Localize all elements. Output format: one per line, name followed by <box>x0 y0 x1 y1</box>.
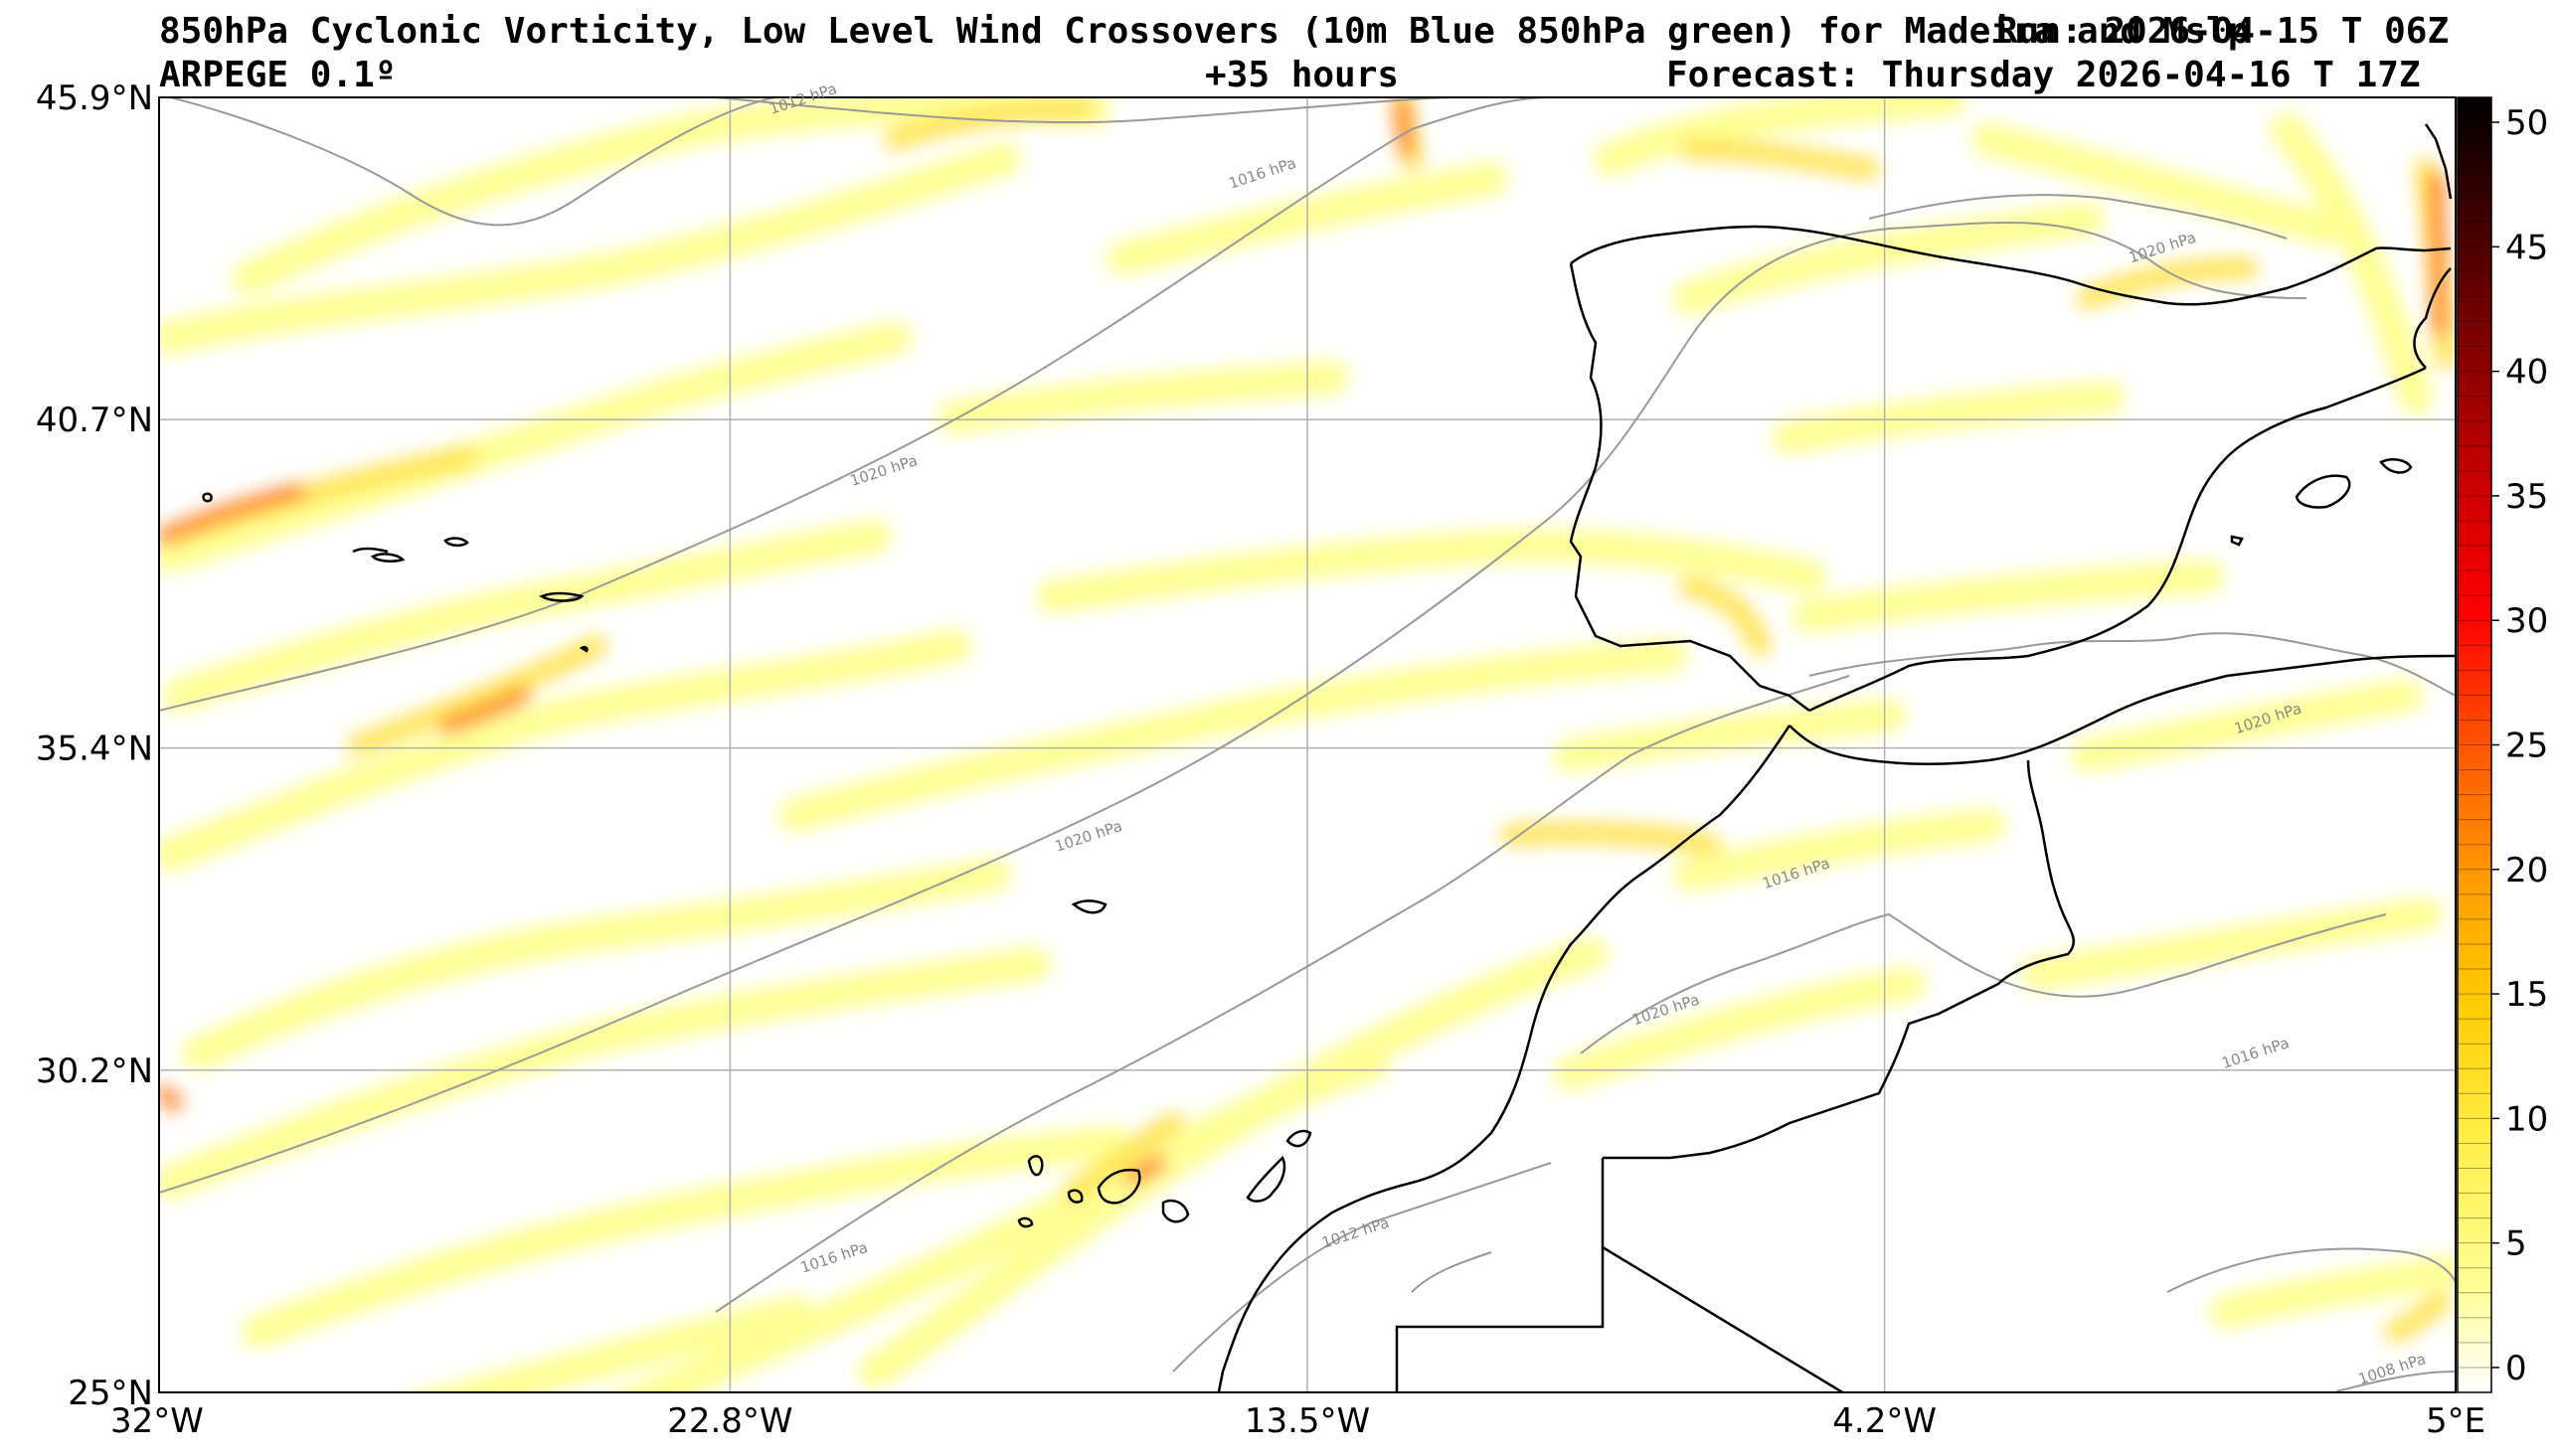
colorbar-tick-label: 30 <box>2505 601 2548 641</box>
colorbar-tick-label: 45 <box>2505 228 2548 267</box>
run-time: Run: 2026-04-15 T 06Z <box>1996 11 2450 52</box>
colorbar-tick-label: 5 <box>2505 1224 2527 1264</box>
colorbar-tick-label: 50 <box>2505 103 2548 143</box>
lat-tick-label: 30.2°N <box>36 1052 153 1091</box>
colorbar-tick-label: 0 <box>2505 1349 2527 1388</box>
colorbar-tick-label: 10 <box>2505 1099 2548 1139</box>
lat-tick-label: 35.4°N <box>36 729 153 769</box>
colorbar: 0 5 10 15 20 25 30 35 40 45 50 <box>2457 96 2548 1393</box>
colorbar-ticks: 0 5 10 15 20 25 30 35 40 45 50 <box>2491 103 2548 1388</box>
colorbar-ramp <box>2457 96 2492 1393</box>
model-label: ARPEGE 0.1º <box>159 55 397 95</box>
graticule <box>159 97 2456 1392</box>
lat-tick-label: 45.9°N <box>36 79 153 118</box>
lon-tick-label: 22.8°W <box>667 1401 792 1441</box>
colorbar-bands <box>2458 121 2491 1369</box>
lon-tick-label: 32°W <box>110 1401 204 1441</box>
colorbar-tick-label: 15 <box>2505 975 2548 1015</box>
vorticity-field <box>159 97 2456 1392</box>
lead-time: +35 hours <box>1205 55 1400 95</box>
lon-tick-label: 4.2°W <box>1832 1401 1937 1441</box>
latitude-ticks: 45.9°N 40.7°N 35.4°N 30.2°N 25°N <box>36 79 153 1413</box>
isobar-lines <box>159 97 2456 1392</box>
colorbar-tick-label: 40 <box>2505 353 2548 393</box>
chart-title: 850hPa Cyclonic Vorticity, Low Level Win… <box>159 11 2250 52</box>
longitude-ticks: 32°W 22.8°W 13.5°W 4.2°W 5°E <box>110 1401 2485 1441</box>
colorbar-tick-label: 35 <box>2505 477 2548 517</box>
lon-tick-label: 5°E <box>2426 1401 2485 1441</box>
lat-tick-label: 25°N <box>68 1374 153 1413</box>
colorbar-tick-label: 20 <box>2505 851 2548 890</box>
colorbar-tick-label: 25 <box>2505 727 2548 766</box>
lon-tick-label: 13.5°W <box>1245 1401 1370 1441</box>
forecast-valid-time: Forecast: Thursday 2026-04-16 T 17Z <box>1666 55 2421 95</box>
map-frame <box>158 96 2457 1393</box>
lat-tick-label: 40.7°N <box>36 401 153 440</box>
coastlines <box>202 123 2456 1392</box>
